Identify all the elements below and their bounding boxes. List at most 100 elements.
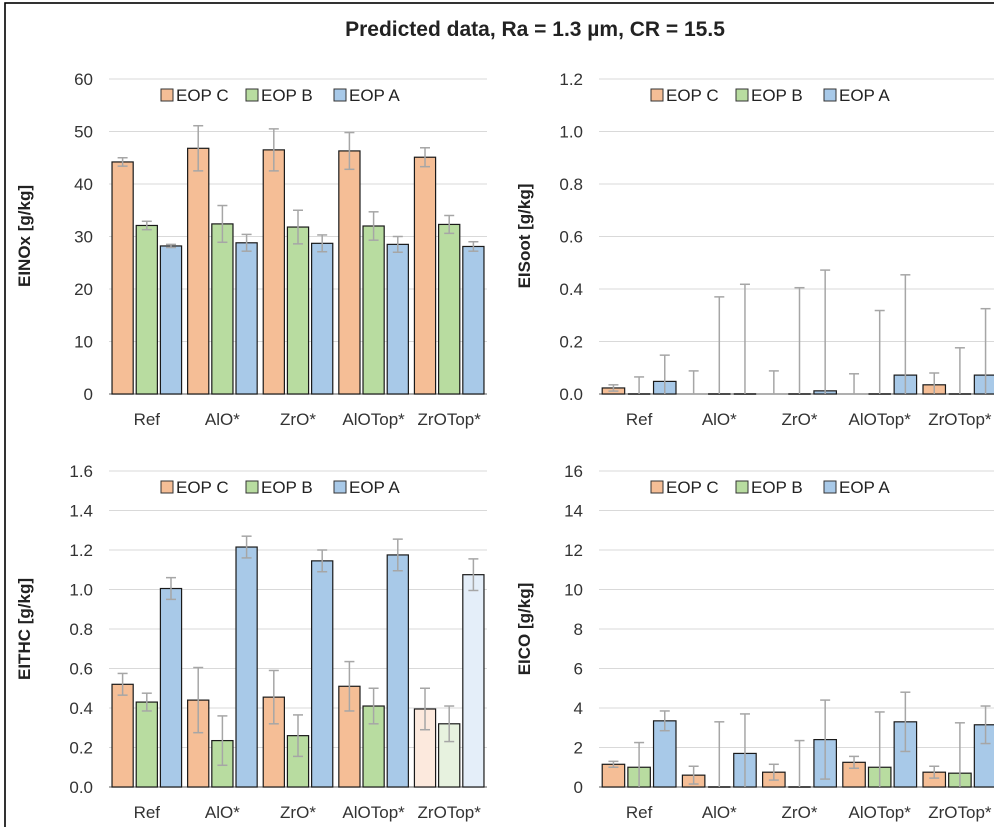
y-tick-label: 1.6: [69, 462, 93, 481]
legend-swatch: [735, 480, 749, 494]
legend-swatch: [160, 480, 174, 494]
bar-eop-a: [159, 587, 183, 788]
x-tick-label: ZrOTop*: [418, 803, 482, 822]
y-axis-title: EISoot [g/kg]: [515, 184, 534, 289]
bar-eop-c: [413, 156, 437, 395]
y-tick-label: 12: [564, 541, 583, 560]
legend-label: EOP B: [751, 86, 803, 105]
y-tick-label: 0.0: [559, 385, 583, 404]
y-tick-label: 0.8: [69, 620, 93, 639]
x-tick-label: Ref: [626, 803, 653, 822]
legend-swatch: [333, 480, 347, 494]
y-tick-label: 1.0: [559, 123, 583, 142]
x-tick-label: AlOTop*: [849, 410, 912, 429]
bar-eop-a: [386, 554, 409, 788]
bar-eop-a: [311, 560, 334, 788]
bar-eop-a: [159, 245, 183, 395]
x-tick-label: Ref: [134, 410, 161, 429]
legend-swatch: [245, 88, 259, 102]
legend-label: EOP C: [176, 86, 229, 105]
legend-swatch: [823, 88, 837, 102]
y-tick-label: 1.4: [69, 502, 93, 521]
bar-eop-c: [187, 147, 210, 395]
legend-label: EOP A: [839, 478, 890, 497]
y-tick-label: 10: [564, 581, 583, 600]
x-tick-label: Ref: [626, 410, 653, 429]
y-axis-title: EINOx [g/kg]: [15, 185, 34, 287]
y-tick-label: 60: [74, 70, 93, 89]
x-tick-label: ZrOTop*: [928, 803, 992, 822]
y-axis-title: EITHC [g/kg]: [15, 578, 34, 680]
x-tick-label: ZrO*: [280, 410, 316, 429]
bar-eop-a: [386, 243, 409, 395]
bar-eop-a: [462, 574, 485, 788]
y-tick-label: 40: [74, 175, 93, 194]
y-axis-title: EICO [g/kg]: [515, 583, 534, 676]
bar-eop-b: [286, 226, 310, 395]
legend-label: EOP A: [349, 478, 400, 497]
legend-label: EOP B: [261, 86, 313, 105]
y-tick-label: 6: [574, 660, 583, 679]
y-tick-label: 0.2: [69, 739, 93, 758]
bar-eop-c: [338, 150, 361, 395]
y-tick-label: 0: [84, 385, 93, 404]
legend-label: EOP C: [176, 478, 229, 497]
bar-eop-a: [311, 242, 334, 395]
bar-eop-a: [235, 242, 258, 395]
chart-co: 0 2 4 6 8 10 12 14 16 EICO [g/kg] Ref AlO* ZrO* AlOTo…: [515, 462, 994, 822]
x-tick-label: AlOTop*: [342, 410, 405, 429]
x-tick-label: AlO*: [205, 803, 240, 822]
y-tick-label: 1.0: [69, 581, 93, 600]
legend-swatch: [160, 88, 174, 102]
legend-label: EOP C: [666, 86, 719, 105]
chart-nox: 0 10 20 30 40 50 60 EINOx [g/kg] Ref AlO* ZrO* AlOT…: [15, 70, 487, 429]
x-tick-label: ZrO*: [280, 803, 316, 822]
y-tick-label: 20: [74, 280, 93, 299]
x-tick-label: AlO*: [702, 803, 737, 822]
y-tick-label: 0.2: [559, 333, 583, 352]
x-tick-label: AlOTop*: [342, 803, 405, 822]
legend-label: EOP B: [751, 478, 803, 497]
x-tick-label: AlO*: [205, 410, 240, 429]
x-tick-label: ZrOTop*: [928, 410, 992, 429]
y-tick-label: 0.0: [69, 778, 93, 797]
x-tick-label: ZrOTop*: [418, 410, 482, 429]
bar-eop-b: [211, 223, 234, 395]
y-tick-label: 8: [574, 620, 583, 639]
bar-eop-b: [362, 225, 385, 395]
bar-eop-b: [135, 701, 158, 788]
legend-swatch: [333, 88, 347, 102]
x-tick-label: AlOTop*: [849, 803, 912, 822]
x-tick-label: ZrO*: [782, 410, 818, 429]
legend-swatch: [735, 88, 749, 102]
chart-thc: 0.0 0.2 0.4 0.6 0.8 1.0 1.2 1.4 1.6 EITHC [g/kg] R…: [15, 462, 487, 822]
y-tick-label: 0.4: [559, 280, 583, 299]
x-tick-label: Ref: [134, 803, 161, 822]
chart-soot: 0.0 0.2 0.4 0.6 0.8 1.0 1.2 EISoot [g/kg] Ref AlO…: [515, 70, 994, 429]
legend-label: EOP A: [349, 86, 400, 105]
legend-label: EOP C: [666, 478, 719, 497]
bar-eop-c: [262, 149, 285, 395]
y-tick-label: 0.8: [559, 175, 583, 194]
y-tick-label: 30: [74, 228, 93, 247]
bar-eop-b: [135, 224, 158, 395]
x-tick-label: ZrO*: [782, 803, 818, 822]
y-tick-label: 0.4: [69, 699, 93, 718]
y-tick-label: 14: [564, 502, 583, 521]
bar-eop-a: [235, 546, 258, 788]
legend-label: EOP A: [839, 86, 890, 105]
y-tick-label: 50: [74, 123, 93, 142]
bar-eop-a: [973, 724, 994, 788]
bar-eop-c: [111, 161, 134, 395]
y-tick-label: 4: [574, 699, 583, 718]
bar-eop-b: [438, 223, 461, 395]
y-tick-label: 0: [574, 778, 583, 797]
y-tick-label: 1.2: [69, 541, 93, 560]
y-tick-label: 2: [574, 739, 583, 758]
y-tick-label: 0.6: [559, 228, 583, 247]
x-tick-label: AlO*: [702, 410, 737, 429]
legend-swatch: [650, 480, 664, 494]
y-tick-label: 0.6: [69, 660, 93, 679]
